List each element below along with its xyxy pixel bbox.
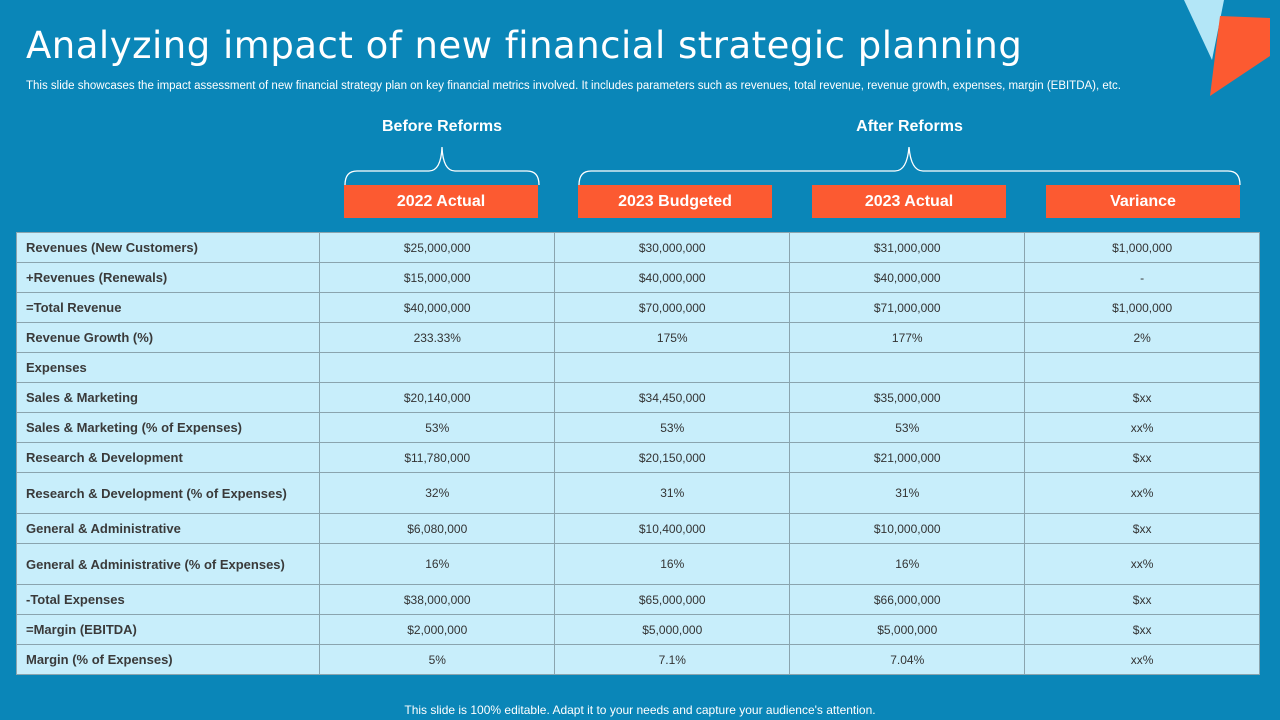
table-cell: 177% [789,322,1026,353]
table-cell: $34,450,000 [554,382,791,413]
table-cell: 175% [554,322,791,353]
table-cell: 32% [319,472,556,514]
table-cell: $15,000,000 [319,262,556,293]
table-cell: $1,000,000 [1024,232,1260,263]
table-row: Sales & Marketing (% of Expenses) 53% 53% 5… [15,412,1260,443]
table-row: =Margin (EBITDA) $2,000,000 $5,000,000 $5,0… [15,614,1260,645]
page-subtitle: This slide showcases the impact assessme… [26,80,1121,92]
table-cell: xx% [1024,543,1260,585]
table-cell: 16% [789,543,1026,585]
table-cell: $20,150,000 [554,442,791,473]
table-cell: 5% [319,644,556,675]
table-cell: 16% [319,543,556,585]
table-cell: $71,000,000 [789,292,1026,323]
table-cell: 31% [554,472,791,514]
table-cell: $5,000,000 [554,614,791,645]
table-cell: xx% [1024,472,1260,514]
row-label: Revenues (New Customers) [15,232,321,263]
table-cell: $5,000,000 [789,614,1026,645]
table-cell: $31,000,000 [789,232,1026,263]
row-label: Sales & Marketing (% of Expenses) [15,412,321,443]
table-cell: $21,000,000 [789,442,1026,473]
table-cell: $6,080,000 [319,513,556,544]
table-cell: $35,000,000 [789,382,1026,413]
table-cell: $xx [1024,584,1260,615]
row-label: =Margin (EBITDA) [15,614,321,645]
group-label-after: After Reforms [856,118,963,135]
table-cell: $40,000,000 [789,262,1026,293]
table-cell: xx% [1024,412,1260,443]
table-cell: $xx [1024,442,1260,473]
table-row: Margin (% of Expenses) 5% 7.1% 7.04% xx% [15,644,1260,675]
table-cell: $10,000,000 [789,513,1026,544]
table-cell [319,352,556,383]
table-cell [1024,352,1260,383]
table-cell: $38,000,000 [319,584,556,615]
table-cell [789,352,1026,383]
brace-after [578,146,1241,186]
metrics-table: Revenues (New Customers) $25,000,000 $30,0… [15,232,1260,675]
corner-decoration [1184,0,1270,96]
table-cell: $xx [1024,513,1260,544]
column-header-2022-actual: 2022 Actual [344,185,538,218]
table-cell: 53% [789,412,1026,443]
column-header-variance: Variance [1046,185,1240,218]
table-cell: 7.04% [789,644,1026,675]
table-row: -Total Expenses $38,000,000 $65,000,000 $66… [15,584,1260,615]
table-cell: 7.1% [554,644,791,675]
table-row: +Revenues (Renewals) $15,000,000 $40,000,0… [15,262,1260,293]
row-label: Research & Development (% of Expenses) [15,472,321,514]
table-cell: 53% [554,412,791,443]
table-cell: 16% [554,543,791,585]
table-row: Revenues (New Customers) $25,000,000 $30,0… [15,232,1260,263]
table-cell: 233.33% [319,322,556,353]
table-cell: 53% [319,412,556,443]
table-row: =Total Revenue $40,000,000 $70,000,000 $71,… [15,292,1260,323]
row-label: Revenue Growth (%) [15,322,321,353]
row-label: +Revenues (Renewals) [15,262,321,293]
table-cell: $2,000,000 [319,614,556,645]
row-label: =Total Revenue [15,292,321,323]
table-cell: $30,000,000 [554,232,791,263]
table-cell: $65,000,000 [554,584,791,615]
table-cell: - [1024,262,1260,293]
table-cell: xx% [1024,644,1260,675]
table-cell: $70,000,000 [554,292,791,323]
table-row: Expenses [15,352,1260,383]
table-row: General & Administrative $6,080,000 $10,40… [15,513,1260,544]
row-label: Sales & Marketing [15,382,321,413]
table-row: Revenue Growth (%) 233.33% 175% 177% 2% [15,322,1260,353]
table-cell: $11,780,000 [319,442,556,473]
column-header-2023-budgeted: 2023 Budgeted [578,185,772,218]
table-cell: $40,000,000 [319,292,556,323]
column-header-2023-actual: 2023 Actual [812,185,1006,218]
table-cell: $1,000,000 [1024,292,1260,323]
row-label: Expenses [15,352,321,383]
table-cell: $66,000,000 [789,584,1026,615]
table-cell [554,352,791,383]
table-cell: $10,400,000 [554,513,791,544]
brace-before [344,146,540,186]
row-label: General & Administrative (% of Expenses) [15,543,321,585]
row-label: Research & Development [15,442,321,473]
row-label: Margin (% of Expenses) [15,644,321,675]
footer-note: This slide is 100% editable. Adapt it to… [404,703,876,717]
table-cell: $xx [1024,382,1260,413]
table-row: Sales & Marketing $20,140,000 $34,450,000 $… [15,382,1260,413]
table-cell: $xx [1024,614,1260,645]
row-label: -Total Expenses [15,584,321,615]
table-row: Research & Development (% of Expenses) 32… [15,472,1260,514]
table-row: Research & Development $11,780,000 $20,150… [15,442,1260,473]
table-cell: $20,140,000 [319,382,556,413]
group-label-before: Before Reforms [381,118,503,135]
page-title: Analyzing impact of new financial strate… [26,24,1023,67]
table-cell: $40,000,000 [554,262,791,293]
table-cell: 2% [1024,322,1260,353]
table-cell: $25,000,000 [319,232,556,263]
table-row: General & Administrative (% of Expenses)… [15,543,1260,585]
table-cell: 31% [789,472,1026,514]
row-label: General & Administrative [15,513,321,544]
